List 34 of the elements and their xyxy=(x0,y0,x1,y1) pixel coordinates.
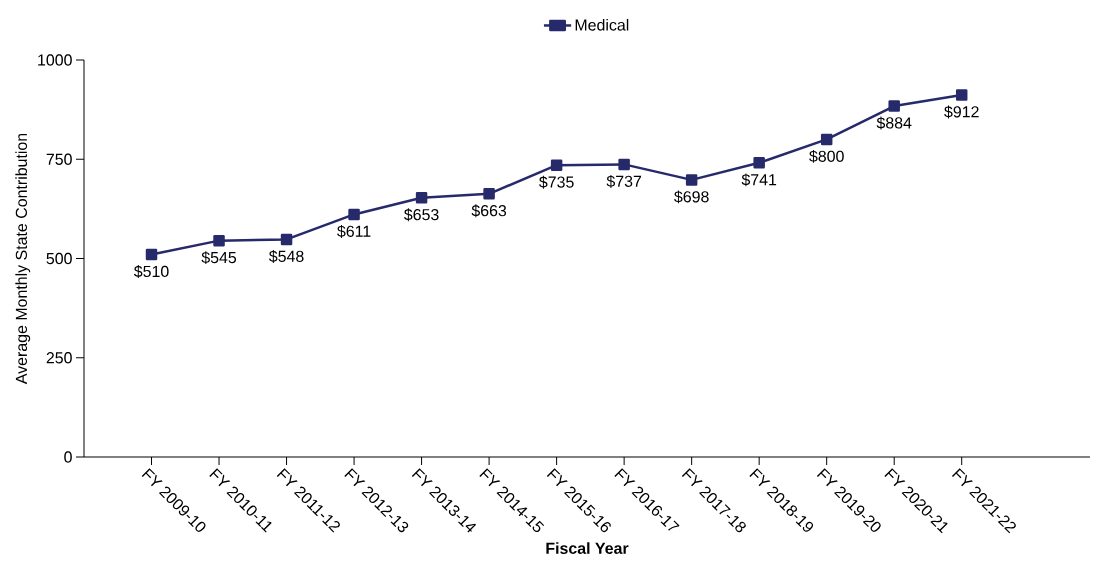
data-label: $548 xyxy=(268,250,304,263)
point xyxy=(955,89,968,101)
data-label: $735 xyxy=(539,175,574,189)
data-label: $800 xyxy=(809,149,844,163)
data-label: $741 xyxy=(741,173,777,187)
point xyxy=(280,233,293,246)
point xyxy=(753,157,765,169)
data-label: $698 xyxy=(674,190,709,204)
point xyxy=(888,100,900,112)
data-label: $884 xyxy=(876,116,912,130)
point xyxy=(348,208,360,221)
data-label: $653 xyxy=(404,208,439,222)
y-tick-label: 250 xyxy=(46,352,72,364)
y-axis-title: Average Monthly State Contribution xyxy=(15,133,31,385)
data-label: $737 xyxy=(606,174,642,188)
y-tick-label: 500 xyxy=(46,252,72,265)
data-label: $663 xyxy=(471,204,507,218)
x-axis-title: Fiscal Year xyxy=(546,542,629,554)
point xyxy=(483,188,495,200)
point xyxy=(685,174,698,186)
point xyxy=(618,158,630,171)
point xyxy=(213,234,225,247)
y-tick-label: 750 xyxy=(46,153,72,165)
point xyxy=(415,192,428,204)
data-label: $912 xyxy=(944,105,979,119)
point xyxy=(550,159,563,171)
y-tick-label: 1000 xyxy=(38,54,72,66)
point xyxy=(145,248,158,261)
data-label: $545 xyxy=(201,251,237,265)
y-tick-label: 0 xyxy=(64,451,72,463)
data-label: $510 xyxy=(133,265,169,278)
point xyxy=(820,133,833,146)
data-label: $611 xyxy=(337,225,371,238)
legend-label: Medical xyxy=(575,18,629,31)
